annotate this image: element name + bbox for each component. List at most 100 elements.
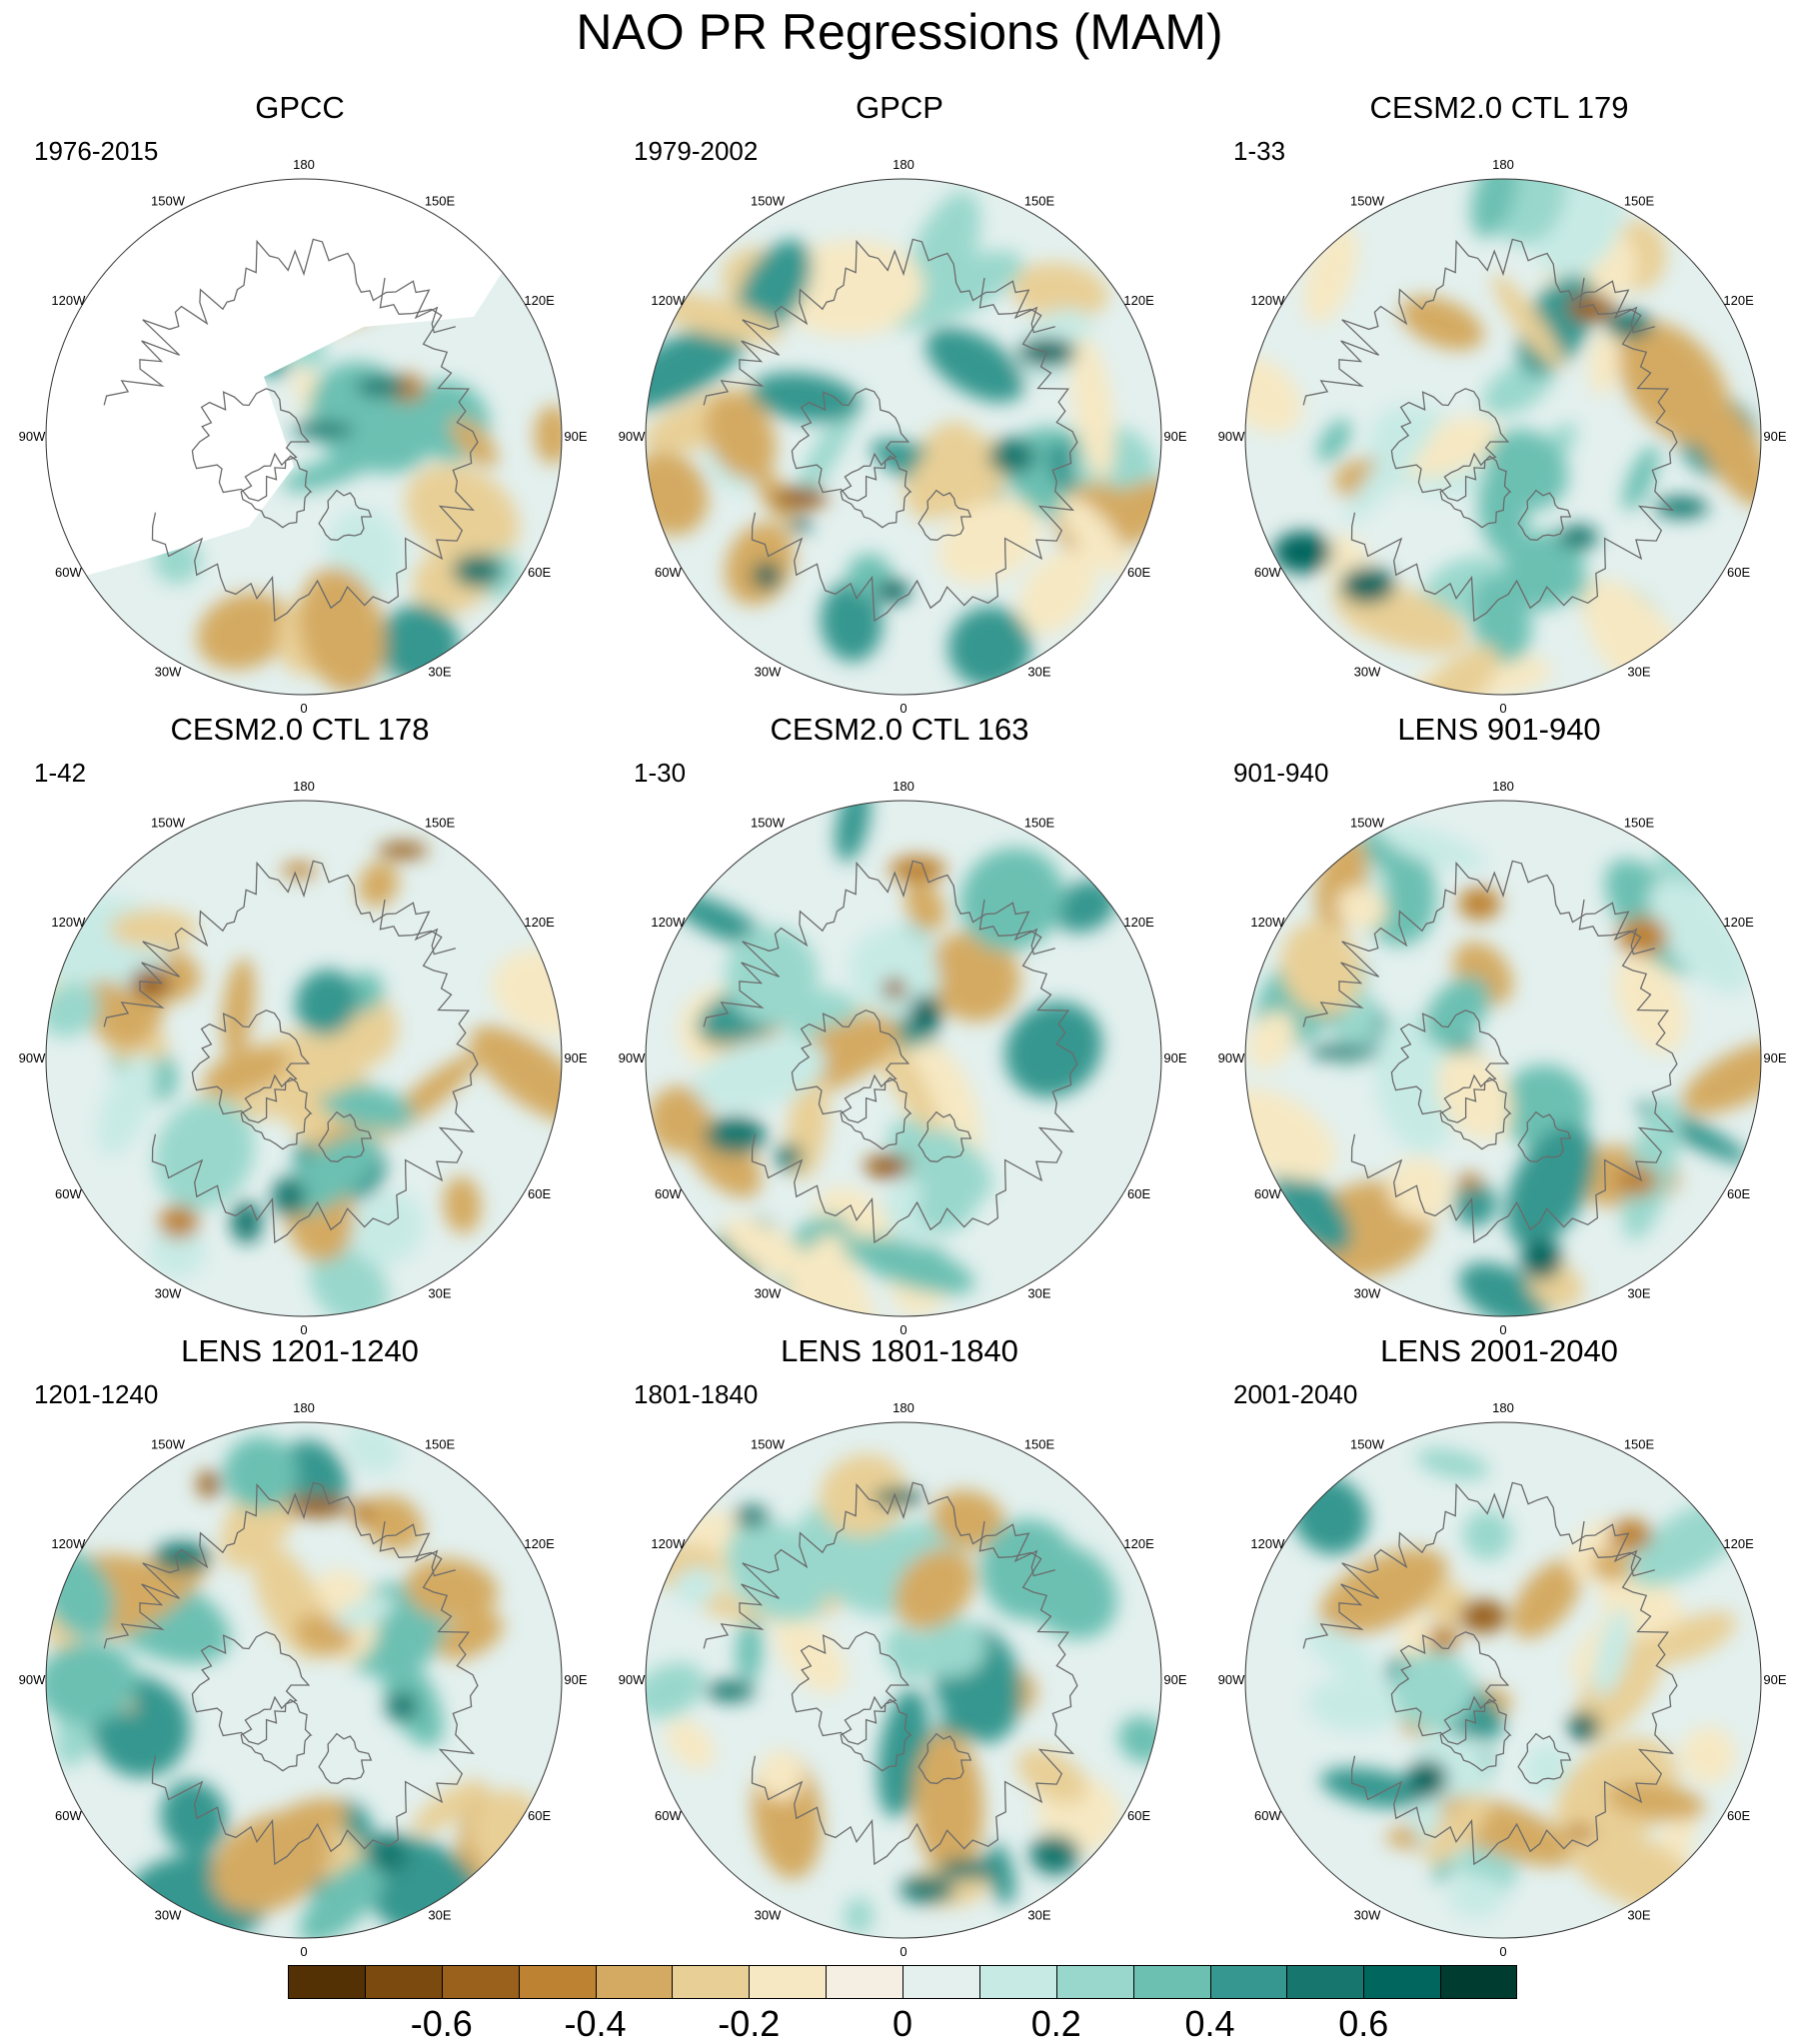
longitude-label: 90W xyxy=(1218,1672,1245,1687)
colorbar-swatch xyxy=(364,1965,442,1999)
colorbar-swatch xyxy=(1286,1965,1364,1999)
colorbar xyxy=(288,1965,1517,1999)
longitude-label: 90E xyxy=(564,1672,587,1687)
longitude-label: 150W xyxy=(751,815,786,830)
coastlines xyxy=(103,238,479,623)
colorbar-tick-label: -0.4 xyxy=(564,2003,627,2044)
longitude-label: 150E xyxy=(1624,815,1655,830)
coastlines xyxy=(1302,238,1678,623)
map-panel: GPCP 180 150E 120E 90E 60E 30E 0 30W 60W 90W 120W 15… xyxy=(619,90,1187,716)
longitude-label: 180 xyxy=(1492,1400,1514,1415)
longitude-label: 150E xyxy=(1624,1436,1655,1451)
longitude-label: 30E xyxy=(428,1908,451,1923)
map-boundary xyxy=(645,1421,1162,1939)
panel-title: LENS 1201-1240 xyxy=(181,1333,419,1368)
longitude-label: 30W xyxy=(755,1908,782,1923)
longitude-label: 150E xyxy=(425,815,456,830)
longitude-label: 60E xyxy=(1727,1808,1750,1823)
longitude-label: 30E xyxy=(1027,1908,1050,1923)
panel-period: 1979-2002 xyxy=(634,136,759,166)
longitude-label: 90E xyxy=(1763,1050,1786,1065)
longitude-label: 0 xyxy=(900,701,906,716)
coastlines xyxy=(1302,860,1678,1244)
panel-title: GPCC xyxy=(255,90,345,125)
longitude-label: 90W xyxy=(19,1672,46,1687)
map-boundary xyxy=(645,178,1162,696)
longitude-label: 60E xyxy=(528,565,551,580)
longitude-label: 180 xyxy=(293,1400,315,1415)
map-panel: LENS 901-940 180 150E 120E 90E 60E 30E 0 30W 60W 9… xyxy=(1218,712,1787,1337)
longitude-label: 120W xyxy=(1250,293,1285,308)
colorbar-tick-label: 0.4 xyxy=(1184,2003,1235,2044)
longitude-label: 60E xyxy=(528,1808,551,1823)
longitude-label: 60W xyxy=(655,1186,682,1201)
panel-title: LENS 901-940 xyxy=(1397,712,1601,747)
colorbar-swatch xyxy=(672,1965,750,1999)
longitude-label: 90W xyxy=(1218,429,1245,444)
polar-map: 180 150E 120E 90E 60E 30E 0 30W 60W 90W 120W 150W xyxy=(19,779,588,1337)
colorbar-swatch xyxy=(749,1965,827,1999)
longitude-label: 150E xyxy=(1024,193,1055,208)
map-boundary xyxy=(1244,800,1762,1317)
longitude-label: 180 xyxy=(293,779,315,794)
colorbar-swatch xyxy=(595,1965,673,1999)
longitude-label: 30W xyxy=(155,1908,182,1923)
colorbar-swatch xyxy=(978,1965,1056,1999)
longitude-label: 180 xyxy=(893,157,914,172)
longitude-label: 60W xyxy=(55,1808,82,1823)
longitude-label: 60W xyxy=(1254,1186,1281,1201)
longitude-label: 180 xyxy=(893,1400,914,1415)
longitude-label: 150W xyxy=(151,193,186,208)
longitude-label: 150W xyxy=(751,193,786,208)
precip-anomaly-field xyxy=(646,179,1161,695)
panel-title: LENS 1801-1840 xyxy=(781,1333,1018,1368)
longitude-label: 30W xyxy=(755,1286,782,1301)
longitude-label: 30W xyxy=(1354,665,1381,680)
longitude-label: 60W xyxy=(1254,1808,1281,1823)
longitude-label: 60W xyxy=(1254,565,1281,580)
longitude-label: 120E xyxy=(524,915,555,930)
panel-period: 1976-2015 xyxy=(34,136,159,166)
longitude-label: 60E xyxy=(1727,565,1750,580)
polar-map: 180 150E 120E 90E 60E 30E 0 30W 60W 90W 120W 150W xyxy=(1218,779,1787,1337)
longitude-label: 30E xyxy=(1627,665,1650,680)
longitude-label: 150W xyxy=(151,815,186,830)
longitude-label: 30W xyxy=(1354,1286,1381,1301)
longitude-label: 150W xyxy=(751,1436,786,1451)
colorbar-swatch xyxy=(1055,1965,1133,1999)
longitude-label: 120W xyxy=(51,1536,86,1551)
longitude-label: 120W xyxy=(51,293,86,308)
polar-map: 180 150E 120E 90E 60E 30E 0 30W 60W 90W 120W 150W xyxy=(19,157,588,716)
longitude-label: 60E xyxy=(528,1186,551,1201)
longitude-label: 0 xyxy=(900,1322,906,1337)
map-boundary xyxy=(645,800,1162,1317)
longitude-label: 90E xyxy=(1163,1672,1186,1687)
longitude-label: 120E xyxy=(1123,293,1154,308)
polar-map: 180 150E 120E 90E 60E 30E 0 30W 60W 90W 120W 150W xyxy=(619,157,1187,716)
longitude-label: 30W xyxy=(155,665,182,680)
longitude-label: 0 xyxy=(1499,1322,1506,1337)
longitude-label: 0 xyxy=(1499,701,1506,716)
missing-data-region xyxy=(46,179,562,587)
longitude-label: 30W xyxy=(755,665,782,680)
precip-anomaly-field xyxy=(46,1422,562,1938)
precip-anomaly-field xyxy=(1245,1422,1761,1938)
colorbar-swatch xyxy=(826,1965,902,1999)
longitude-label: 30E xyxy=(1027,665,1050,680)
longitude-label: 150E xyxy=(1024,1436,1055,1451)
map-boundary xyxy=(45,1421,563,1939)
panel-title: CESM2.0 CTL 163 xyxy=(770,712,1029,747)
map-boundary xyxy=(1244,178,1762,696)
longitude-label: 90W xyxy=(19,429,46,444)
polar-map: 180 150E 120E 90E 60E 30E 0 30W 60W 90W 120W 150W xyxy=(619,1400,1187,1959)
longitude-label: 60E xyxy=(1127,1186,1150,1201)
longitude-label: 60W xyxy=(55,1186,82,1201)
longitude-label: 90E xyxy=(1763,1672,1786,1687)
colorbar-tick-label: 0.6 xyxy=(1338,2003,1389,2044)
longitude-label: 60W xyxy=(655,565,682,580)
longitude-label: 0 xyxy=(900,1944,906,1959)
map-panel: LENS 1201-1240 180 150E 120E 90E 60E 30E 0 30W 60… xyxy=(19,1333,588,1959)
longitude-label: 120W xyxy=(651,1536,686,1551)
longitude-label: 120W xyxy=(651,915,686,930)
longitude-label: 60W xyxy=(655,1808,682,1823)
